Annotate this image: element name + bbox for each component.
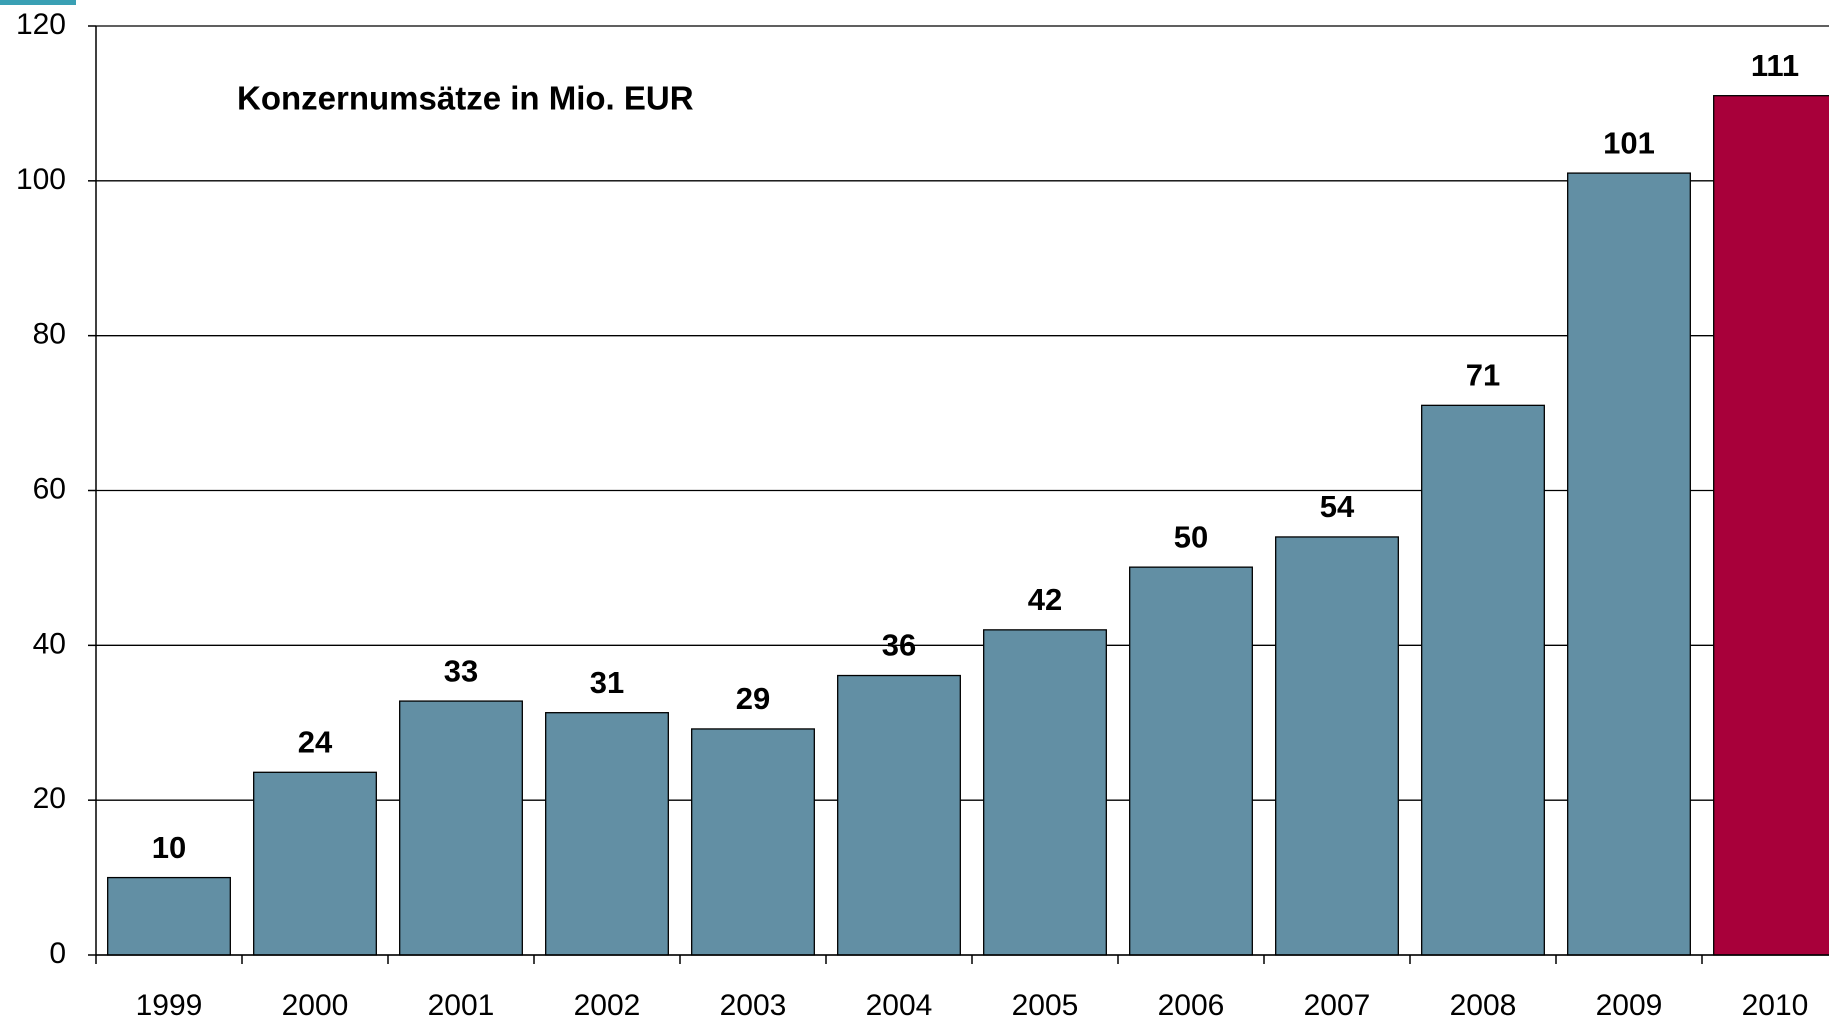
y-tick-label: 40 [33,627,66,660]
x-tick-label: 2008 [1450,989,1517,1022]
bar [545,712,669,956]
value-label: 29 [736,681,770,716]
x-tick-label: 2007 [1304,989,1371,1022]
x-tick-label: 2001 [428,989,495,1022]
value-label: 42 [1028,582,1062,617]
y-tick-label: 0 [49,937,66,970]
bar [253,771,377,956]
bar [1421,404,1545,956]
corner-accent [0,0,76,5]
bar [1275,536,1399,956]
value-label: 50 [1174,519,1208,554]
x-tick-label: 2000 [282,989,349,1022]
bar [837,674,961,956]
bar [691,728,815,956]
x-tick-label: 1999 [136,989,203,1022]
x-tick-label: 2010 [1742,989,1809,1022]
x-tick-label: 2003 [720,989,787,1022]
value-label: 101 [1603,125,1655,160]
x-tick-label: 2002 [574,989,641,1022]
value-label: 33 [444,653,478,688]
bar [983,629,1107,956]
value-label: 24 [298,724,333,759]
value-label: 31 [590,665,624,700]
y-tick-label: 20 [33,782,66,815]
x-tick-label: 2006 [1158,989,1225,1022]
value-label: 54 [1320,489,1355,524]
value-label: 71 [1466,358,1500,393]
bar [1567,172,1691,956]
value-label: 111 [1751,48,1799,83]
x-tick-label: 2009 [1596,989,1663,1022]
value-label: 10 [152,830,186,865]
bar [107,876,231,956]
bar [399,700,523,956]
value-label: 36 [882,628,916,663]
y-tick-label: 80 [33,318,66,351]
chart-title: Konzernumsätze in Mio. EUR [237,80,694,117]
y-tick-label: 100 [16,163,66,196]
x-tick-label: 2005 [1012,989,1079,1022]
y-tick-label: 120 [16,8,66,41]
bar [1129,566,1253,956]
y-tick-label: 60 [33,472,66,505]
bar [1713,95,1829,956]
x-tick-label: 2004 [866,989,933,1022]
